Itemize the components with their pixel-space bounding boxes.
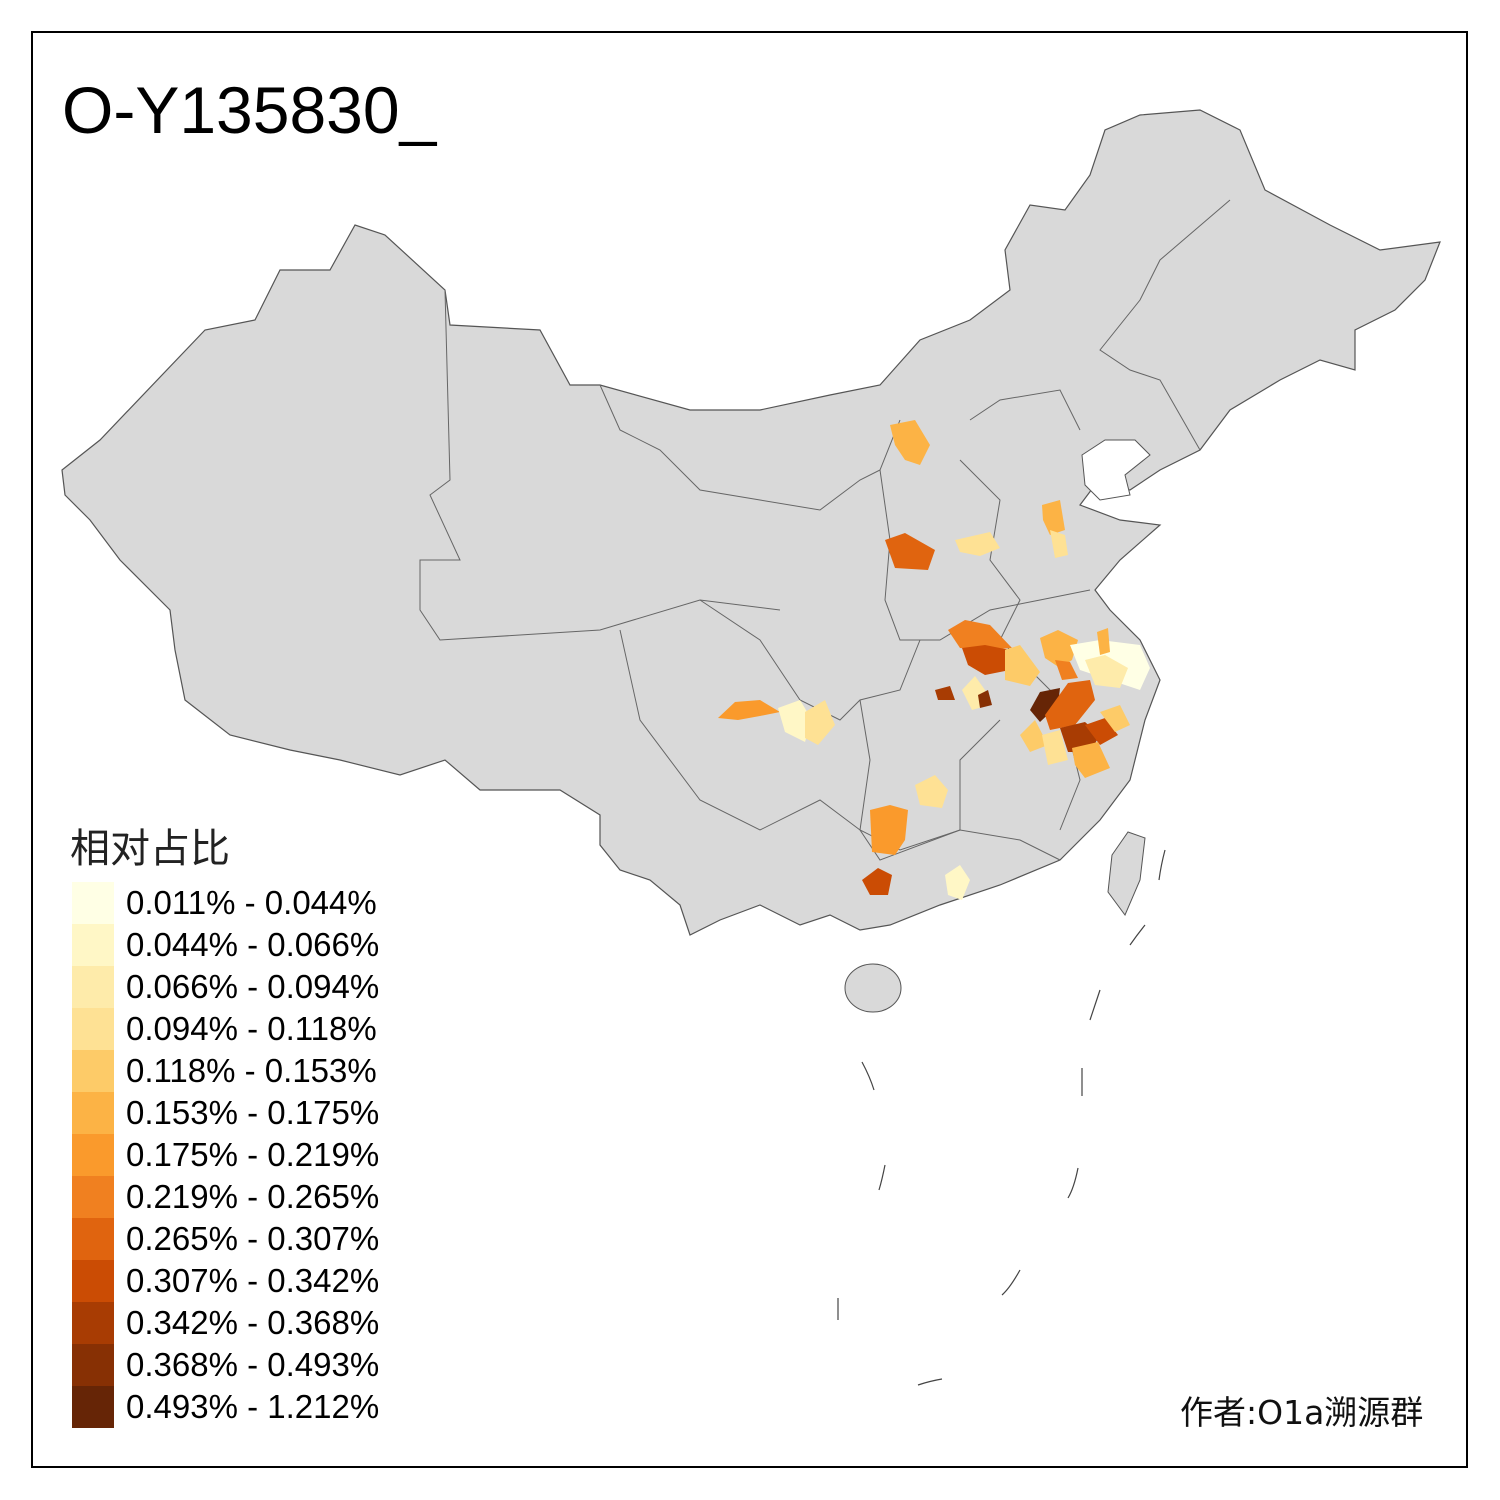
region-area [805,700,835,745]
region-area [945,865,970,900]
legend: 0.011% - 0.044% 0.044% - 0.066% 0.066% - 0… [72,882,379,1428]
region-area [1042,730,1068,765]
region-area [1040,630,1078,668]
hainan-island [844,963,902,1013]
legend-item: 0.153% - 0.175% [72,1092,379,1134]
legend-item: 0.368% - 0.493% [72,1344,379,1386]
legend-label: 0.307% - 0.342% [126,1262,380,1299]
legend-label: 0.011% - 0.044% [126,884,377,921]
region-area [862,868,892,895]
region-area [870,805,908,855]
taiwan-island [1107,831,1146,916]
region-area [1042,500,1065,535]
legend-label: 0.094% - 0.118% [126,1010,377,1047]
choropleth-regions [718,420,1150,900]
region-area [1005,645,1040,686]
legend-swatch [72,1386,114,1428]
map-title: O-Y135830_ [62,73,437,147]
mainland-outline [61,109,1441,936]
legend-swatch [72,1092,114,1134]
legend-swatch [72,1050,114,1092]
region-area [1100,705,1130,732]
legend-swatch [72,1302,114,1344]
legend-swatch [72,1218,114,1260]
region-area [1055,660,1078,680]
bohai-sea [1081,439,1151,501]
south-china-sea-islands [837,849,1166,1386]
region-area [1020,720,1048,752]
legend-swatch [72,966,114,1008]
legend-label: 0.118% - 0.153% [126,1052,377,1089]
region-area [1030,688,1060,722]
legend-label: 0.066% - 0.094% [126,968,380,1005]
legend-item: 0.307% - 0.342% [72,1260,379,1302]
legend-swatch [72,924,114,966]
legend-item: 0.219% - 0.265% [72,1176,379,1218]
region-area [955,532,1000,556]
legend-swatch [72,1134,114,1176]
region-area [718,700,780,720]
region-area [890,420,930,465]
region-area [948,620,1012,650]
legend-label: 0.265% - 0.307% [126,1220,380,1257]
legend-item: 0.342% - 0.368% [72,1302,379,1344]
legend-swatch [72,1176,114,1218]
legend-label: 0.342% - 0.368% [126,1304,380,1341]
region-area [962,645,1010,675]
legend-swatch [72,882,114,924]
region-area [1050,530,1068,558]
legend-label: 0.219% - 0.265% [126,1178,380,1215]
legend-label: 0.153% - 0.175% [126,1094,380,1131]
legend-swatch [72,1260,114,1302]
region-area [1072,742,1110,778]
legend-item: 0.044% - 0.066% [72,924,379,966]
legend-label: 0.044% - 0.066% [126,926,380,963]
region-area [978,690,992,708]
region-area [1097,628,1110,655]
legend-swatch [72,1344,114,1386]
base-map [61,109,1441,1013]
region-area [935,686,955,700]
legend-item: 0.175% - 0.219% [72,1134,379,1176]
figure-border [31,31,1468,1468]
region-area [1085,655,1128,688]
author-credit: 作者:O1a溯源群 [1180,1393,1424,1432]
region-area [885,533,935,570]
legend-label: 0.175% - 0.219% [126,1136,380,1173]
region-area [1045,680,1095,730]
legend-item: 0.265% - 0.307% [72,1218,379,1260]
legend-item: 0.011% - 0.044% [72,882,379,924]
legend-swatch [72,1008,114,1050]
legend-title: 相对占比 [70,826,230,872]
legend-item: 0.493% - 1.212% [72,1386,379,1428]
region-area [915,775,948,808]
legend-label: 0.368% - 0.493% [126,1346,380,1383]
region-area [778,700,812,742]
legend-item: 0.066% - 0.094% [72,966,379,1008]
legend-item: 0.094% - 0.118% [72,1008,379,1050]
legend-label: 0.493% - 1.212% [126,1388,380,1425]
legend-item: 0.118% - 0.153% [72,1050,379,1092]
